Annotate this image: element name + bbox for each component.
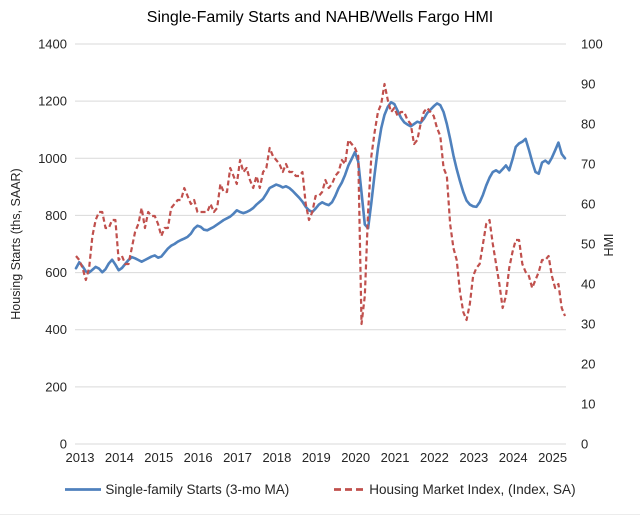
legend-line-sample-hmi-icon [334, 488, 366, 491]
right-axis-tick-label: 50 [581, 237, 595, 252]
x-axis-tick-label: 2023 [459, 450, 488, 465]
left-axis-tick-label: 800 [45, 208, 67, 223]
left-axis-tick-label: 0 [60, 437, 67, 452]
right-axis-title: HMI [602, 234, 616, 257]
left-axis-tick-label: 1200 [38, 94, 67, 109]
right-axis-tick-label: 80 [581, 117, 595, 132]
right-axis-tick-label: 90 [581, 77, 595, 92]
x-axis-tick-label: 2015 [144, 450, 173, 465]
starts-line-series [74, 100, 567, 274]
x-axis-tick-label: 2019 [302, 450, 331, 465]
right-axis-tick-label: 70 [581, 157, 595, 172]
hmi-line-series [75, 82, 567, 326]
left-axis-tick-label: 600 [45, 265, 67, 280]
right-axis-tick-label: 20 [581, 357, 595, 372]
right-axis-tick-label: 30 [581, 317, 595, 332]
x-axis-tick-label: 2018 [262, 450, 291, 465]
left-axis-tick-label: 1000 [38, 151, 67, 166]
x-axis-tick-label: 2025 [538, 450, 567, 465]
legend-item-hmi: Housing Market Index, (Index, SA) [333, 482, 576, 497]
legend-item-starts: Single-family Starts (3-mo MA) [64, 482, 289, 497]
x-axis-tick-label: 2016 [184, 450, 213, 465]
right-axis-tick-label: 60 [581, 197, 595, 212]
x-axis-tick-label: 2014 [105, 450, 134, 465]
legend: Single-family Starts (3-mo MA) Housing M… [0, 482, 640, 497]
left-axis-tick-label: 1400 [38, 37, 67, 52]
x-axis-tick-label: 2013 [66, 450, 95, 465]
right-axis-tick-label: 10 [581, 397, 595, 412]
x-axis-tick-label: 2022 [420, 450, 449, 465]
legend-label-hmi: Housing Market Index, (Index, SA) [369, 482, 576, 497]
x-axis-tick-label: 2017 [223, 450, 252, 465]
x-axis-tick-label: 2024 [499, 450, 528, 465]
right-axis-tick-label: 100 [581, 37, 603, 52]
left-axis-tick-label: 400 [45, 322, 67, 337]
legend-line-sample-starts-icon [65, 488, 102, 491]
chart-title: Single-Family Starts and NAHB/Wells Farg… [146, 9, 494, 26]
x-axis-tick-label: 2021 [381, 450, 410, 465]
left-axis-title: Housing Starts (ths, SAAR) [9, 168, 23, 319]
right-axis-tick-label: 40 [581, 277, 595, 292]
left-axis-tick-label: 200 [45, 379, 67, 394]
right-axis-tick-label: 0 [581, 437, 588, 452]
x-axis-tick-label: 2020 [341, 450, 370, 465]
legend-label-starts: Single-family Starts (3-mo MA) [105, 482, 290, 497]
